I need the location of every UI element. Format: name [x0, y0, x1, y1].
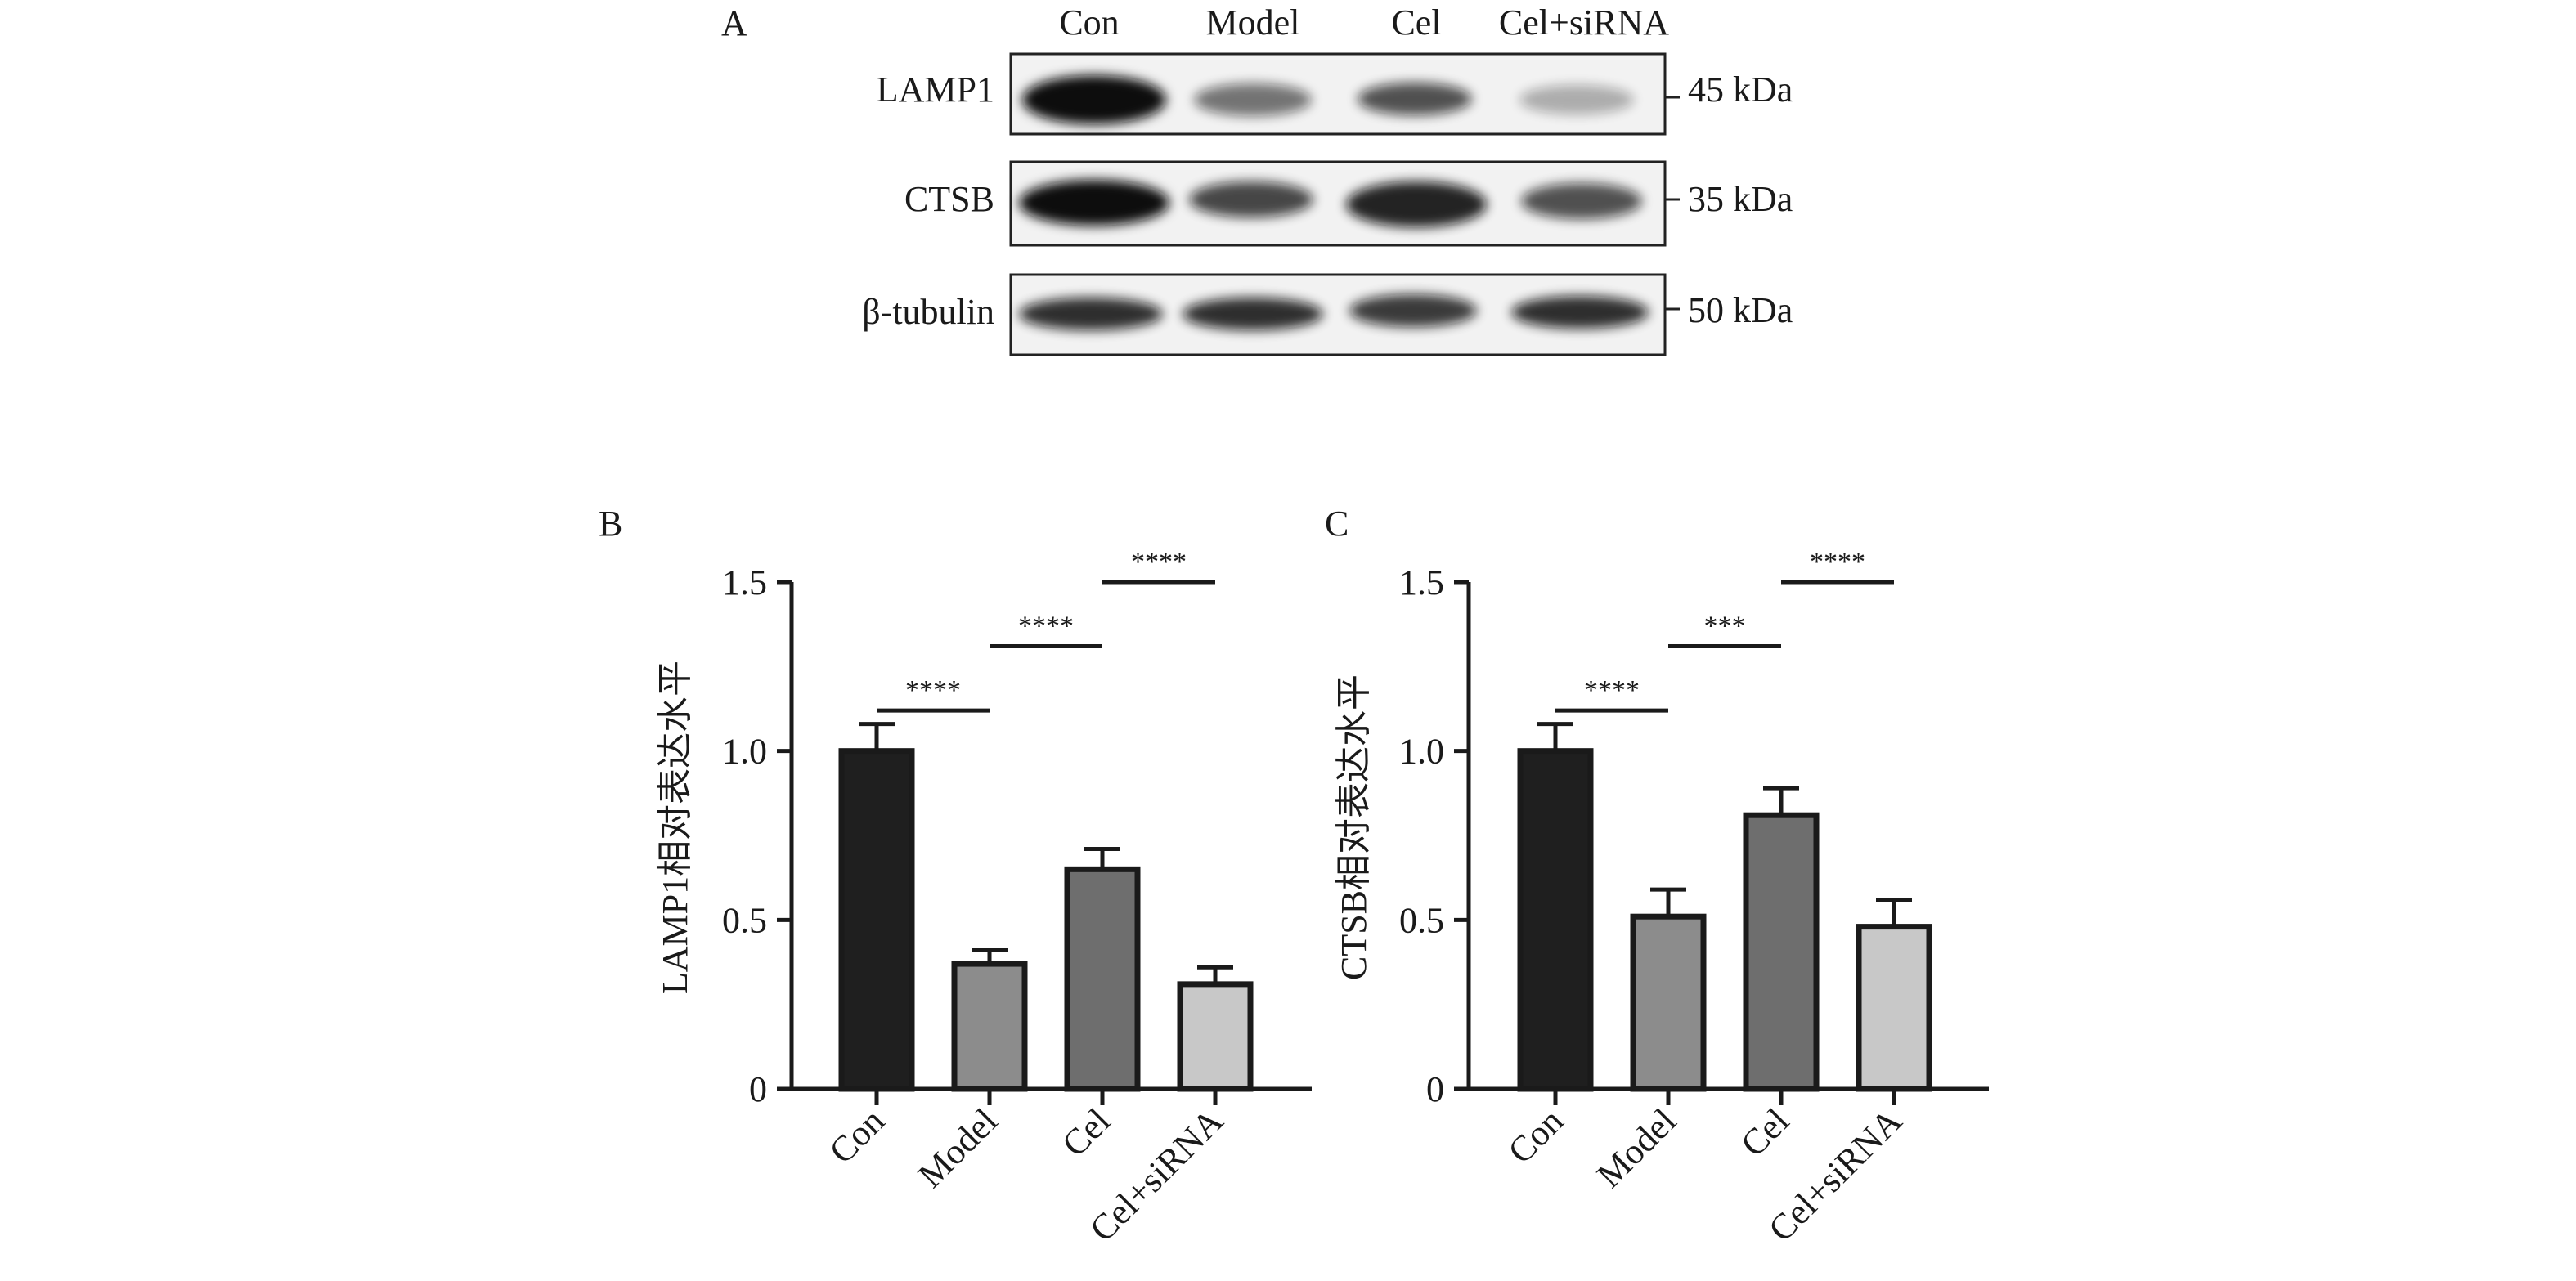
bar: [1630, 913, 1707, 1092]
significance-brackets: **** **** ****: [877, 547, 1215, 713]
x-tick-label: Con: [822, 1100, 893, 1171]
blot-size-label: 45 kDa: [1688, 69, 1793, 110]
chart-c-ctsb: C CTSB相对表达水平 00.51.01.5 *********** Con M…: [1325, 504, 1989, 1249]
chart-y-axis-label: LAMP1相对表达水平: [655, 661, 695, 994]
band-cel-sirna: [1519, 85, 1634, 114]
panel-a-western-blot: A Con Model Cel Cel+siRNA LAMP1 45 kDa C…: [721, 2, 1793, 356]
y-tick-label: 1.5: [1399, 562, 1444, 602]
y-axis-ticks: 0 0.5 1.0 1.5: [1399, 562, 1469, 1109]
band-cel: [1349, 294, 1477, 327]
lane-label-cel: Cel: [1391, 2, 1441, 43]
blot-beta-tubulin: β-tubulin 50 kDa: [862, 273, 1793, 356]
bar: [1517, 748, 1594, 1092]
chart-y-axis-label: CTSB相对表达水平: [1334, 674, 1374, 980]
x-tick-label: Cel: [1054, 1100, 1118, 1164]
blot-protein-label: β-tubulin: [862, 292, 994, 332]
band-model: [1183, 298, 1323, 330]
significance-label: ****: [1584, 675, 1640, 705]
band-model: [1194, 83, 1312, 116]
bar: [1743, 812, 1820, 1092]
significance-label: ****: [1810, 547, 1865, 577]
significance-label: ****: [1018, 611, 1074, 642]
x-tick-label: Con: [1501, 1100, 1572, 1171]
y-tick-label: 0.5: [1399, 900, 1444, 940]
bars: [838, 748, 1254, 1092]
x-tick-label: Cel: [1733, 1100, 1797, 1164]
chart-panel-label: B: [599, 504, 622, 544]
blot-protein-label: CTSB: [904, 179, 994, 219]
error-bars: [859, 722, 1233, 984]
band-cel: [1358, 83, 1472, 115]
bars: [1517, 748, 1932, 1092]
blot-bands: [1019, 180, 1642, 227]
axes: [789, 582, 1312, 1105]
significance-label: ****: [1131, 547, 1187, 577]
lane-label-model: Model: [1206, 2, 1300, 43]
blot-protein-label: LAMP1: [877, 69, 994, 110]
bar: [951, 961, 1028, 1092]
error-bars: [1537, 722, 1912, 927]
bar: [838, 748, 915, 1092]
y-tick-label: 0: [1426, 1069, 1444, 1109]
band-cel-sirna: [1521, 183, 1642, 219]
lane-label-cel-sirna: Cel+siRNA: [1499, 2, 1669, 43]
significance-brackets: ***********: [1555, 547, 1894, 713]
blot-lamp1: LAMP1 45 kDa: [877, 52, 1793, 136]
blot-bands: [1022, 75, 1634, 124]
chart-panel-label: C: [1325, 504, 1349, 544]
band-con: [1019, 180, 1169, 226]
y-tick-label: 0: [749, 1069, 767, 1109]
x-tick-label: Model: [910, 1100, 1005, 1195]
blot-size-label: 35 kDa: [1688, 179, 1793, 219]
y-tick-label: 1.5: [722, 562, 767, 602]
lane-label-con: Con: [1059, 2, 1119, 43]
band-model: [1189, 181, 1313, 217]
band-cel: [1346, 181, 1487, 227]
band-con: [1019, 298, 1163, 330]
significance-label: ***: [1704, 611, 1746, 642]
axes: [1466, 582, 1989, 1105]
x-tick-label: Model: [1589, 1100, 1684, 1195]
significance-label: ****: [905, 675, 961, 705]
chart-b-lamp1: B LAMP1相对表达水平 0 0.5 1.0 1.5 **** **** **** Co…: [599, 504, 1312, 1249]
blot-ctsb: CTSB 35 kDa: [904, 160, 1793, 247]
y-tick-label: 0.5: [722, 900, 767, 940]
band-cel-sirna: [1511, 296, 1649, 329]
bar: [1064, 866, 1141, 1092]
band-con: [1022, 75, 1166, 124]
lane-labels: Con Model Cel Cel+siRNA: [1059, 2, 1669, 43]
bar: [1177, 981, 1254, 1092]
y-tick-label: 1.0: [1399, 732, 1444, 772]
y-tick-label: 1.0: [722, 732, 767, 772]
blot-bands: [1019, 294, 1649, 330]
blot-size-label: 50 kDa: [1688, 290, 1793, 330]
bar: [1856, 924, 1932, 1092]
y-axis-ticks: 0 0.5 1.0 1.5: [722, 562, 792, 1109]
panel-a-label: A: [721, 3, 747, 43]
